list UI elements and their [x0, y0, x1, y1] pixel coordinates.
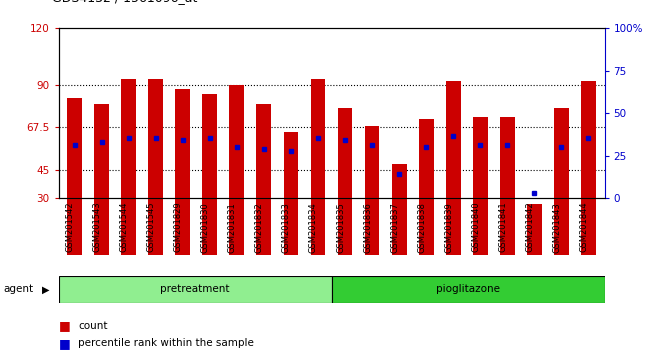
Text: GSM201829: GSM201829: [174, 202, 183, 252]
Text: GSM201831: GSM201831: [228, 202, 237, 252]
Bar: [311, 79, 326, 255]
Text: pretreatment: pretreatment: [161, 284, 229, 295]
Text: GSM201836: GSM201836: [363, 202, 372, 253]
Text: GSM201841: GSM201841: [498, 202, 507, 252]
Bar: [68, 98, 82, 255]
Bar: [332, 276, 604, 303]
Bar: [337, 108, 352, 255]
Bar: [94, 104, 109, 255]
Text: GSM201842: GSM201842: [525, 202, 534, 252]
Text: GSM201542: GSM201542: [66, 202, 75, 252]
Text: GSM201840: GSM201840: [471, 202, 480, 252]
Text: agent: agent: [3, 284, 33, 295]
Text: GSM201839: GSM201839: [444, 202, 453, 252]
Text: GSM201544: GSM201544: [120, 202, 129, 252]
Text: GSM201543: GSM201543: [93, 202, 102, 252]
Text: GSM201833: GSM201833: [282, 202, 291, 253]
Text: ■: ■: [58, 319, 70, 332]
Bar: [581, 81, 595, 255]
Bar: [419, 119, 434, 255]
Bar: [446, 81, 461, 255]
Text: GSM201545: GSM201545: [147, 202, 156, 252]
Text: GSM201837: GSM201837: [390, 202, 399, 253]
Text: percentile rank within the sample: percentile rank within the sample: [78, 338, 254, 348]
Bar: [58, 276, 332, 303]
Bar: [257, 104, 271, 255]
Text: GSM201834: GSM201834: [309, 202, 318, 252]
Bar: [202, 95, 217, 255]
Bar: [365, 126, 380, 255]
Bar: [148, 79, 163, 255]
Text: GSM201838: GSM201838: [417, 202, 426, 253]
Text: count: count: [78, 321, 107, 331]
Text: GSM201844: GSM201844: [579, 202, 588, 252]
Bar: [554, 108, 569, 255]
Bar: [229, 85, 244, 255]
Bar: [176, 89, 190, 255]
Bar: [122, 79, 136, 255]
Bar: [473, 117, 488, 255]
Bar: [500, 117, 515, 255]
Text: GSM201832: GSM201832: [255, 202, 264, 252]
Text: pioglitazone: pioglitazone: [436, 284, 500, 295]
Text: GSM201830: GSM201830: [201, 202, 210, 252]
Text: GSM201835: GSM201835: [336, 202, 345, 252]
Bar: [283, 132, 298, 255]
Text: GSM201843: GSM201843: [552, 202, 561, 252]
Bar: [392, 164, 406, 255]
Text: ■: ■: [58, 337, 70, 350]
Bar: [526, 204, 541, 255]
Text: ▶: ▶: [42, 284, 50, 295]
Text: GDS4132 / 1561096_at: GDS4132 / 1561096_at: [52, 0, 198, 4]
